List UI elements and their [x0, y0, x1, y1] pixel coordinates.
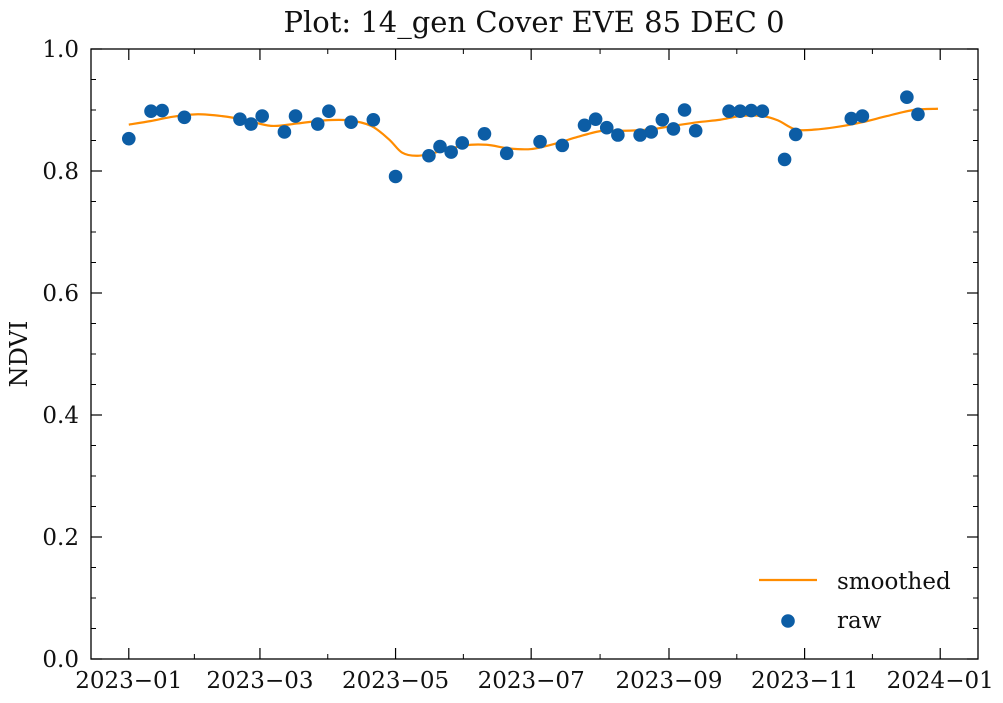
raw-point [588, 112, 603, 126]
x-tick-label: 2023−09 [615, 668, 722, 694]
raw-point [433, 139, 447, 154]
raw-point [911, 107, 925, 122]
raw-point [855, 109, 870, 123]
raw-point [344, 115, 358, 129]
x-tick-label: 2023−03 [206, 668, 313, 694]
raw-point [655, 112, 670, 127]
raw-point [422, 148, 436, 163]
raw-point [121, 131, 136, 146]
raw-point [788, 127, 803, 142]
legend: smoothed raw [759, 569, 951, 634]
y-tick-label: 0.4 [42, 403, 79, 429]
y-tick-label: 0.0 [42, 647, 79, 673]
raw-point [455, 136, 470, 150]
smoothed-line [128, 107, 939, 157]
raw-point [288, 109, 303, 123]
raw-point [677, 103, 692, 117]
raw-point [155, 103, 169, 118]
legend-raw-label: raw [837, 608, 882, 634]
raw-point [733, 104, 747, 119]
chart-title: Plot: 14_gen Cover EVE 85 DEC 0 [283, 5, 784, 40]
raw-point [844, 111, 859, 126]
x-tick-label: 2023−05 [342, 668, 449, 694]
raw-point [177, 110, 192, 125]
raw-point [244, 117, 258, 131]
legend-raw-swatch [781, 614, 795, 628]
raw-point [366, 112, 381, 127]
y-tick-label: 0.8 [42, 159, 79, 185]
raw-point [744, 103, 759, 118]
x-tick-label: 2023−07 [478, 668, 585, 694]
y-tick-label: 1.0 [42, 37, 79, 63]
x-tick-label: 2024−01 [887, 668, 994, 694]
raw-point [666, 122, 681, 136]
raw-point [555, 138, 570, 153]
y-tick-label: 0.2 [42, 525, 79, 551]
y-tick-label: 0.6 [42, 281, 79, 307]
raw-point [688, 123, 703, 138]
raw-point [533, 134, 547, 149]
raw-point [499, 146, 514, 161]
x-tick-label: 2023−11 [751, 668, 858, 694]
raw-point [900, 90, 914, 104]
raw-point [444, 145, 458, 159]
plot-area: 0.0 0.2 0.4 0.6 0.8 1.0 2023−01 2023−03 2023−05 2… [42, 37, 993, 694]
raw-point [644, 125, 659, 139]
raw-point [233, 112, 247, 126]
raw-point [599, 120, 614, 135]
x-tick-label: 2023−01 [75, 668, 182, 694]
raw-point [322, 104, 336, 119]
raw-point [255, 109, 269, 123]
raw-point [755, 104, 770, 119]
raw-point [777, 152, 792, 167]
raw-point [388, 169, 403, 184]
raw-point [633, 128, 647, 142]
raw-point [611, 128, 625, 142]
raw-point [144, 104, 158, 119]
legend-smoothed-label: smoothed [837, 569, 951, 595]
y-axis-label: NDVI [5, 321, 33, 388]
raw-point [722, 104, 736, 119]
raw-point [310, 117, 325, 131]
raw-point [477, 126, 492, 141]
raw-point [577, 118, 592, 133]
raw-point [277, 125, 292, 139]
